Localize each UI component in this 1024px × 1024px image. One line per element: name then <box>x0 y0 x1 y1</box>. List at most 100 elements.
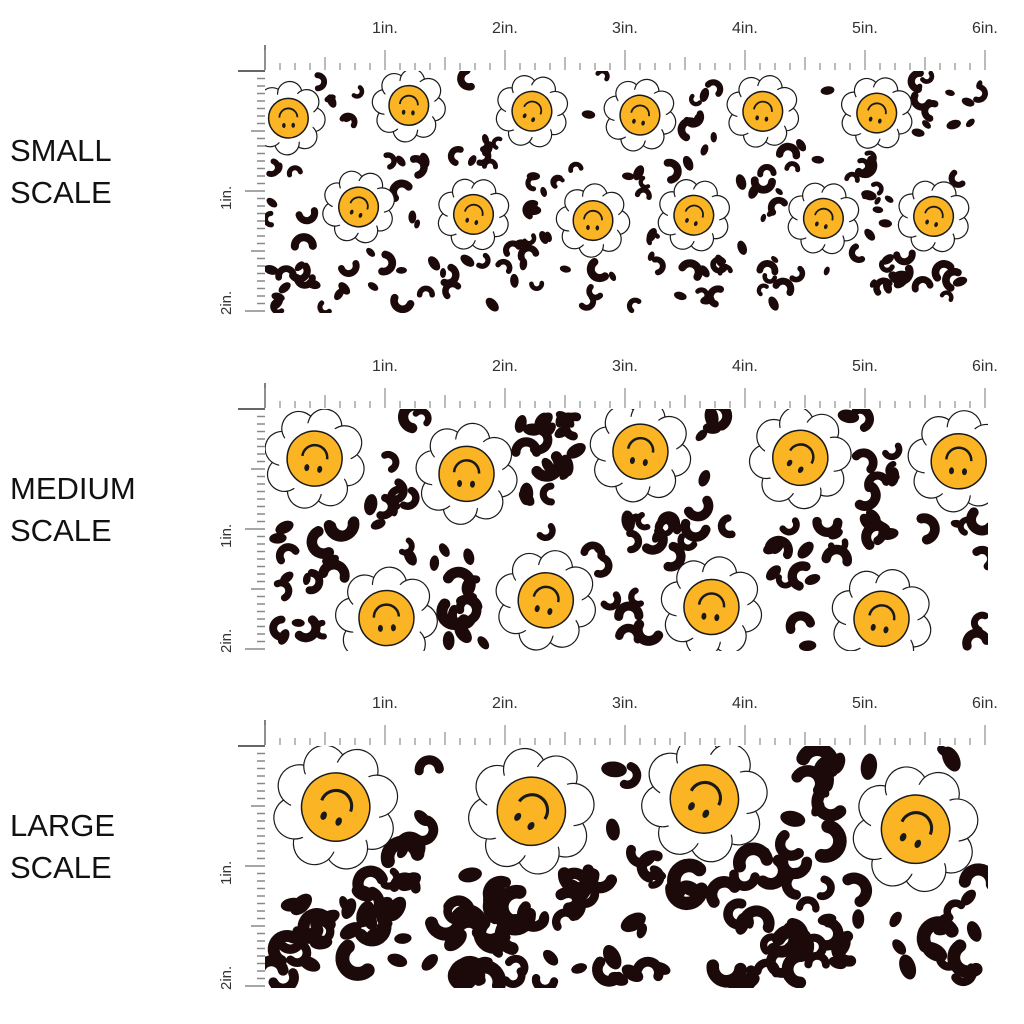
leopard-spot <box>945 89 955 96</box>
leopard-spot <box>592 956 624 987</box>
leopard-spot <box>698 469 711 487</box>
leopard-spot <box>812 516 843 537</box>
leopard-spot <box>270 297 283 310</box>
leopard-spot <box>552 176 565 189</box>
smiley-flower <box>907 410 988 513</box>
leopard-spot <box>633 165 645 181</box>
leopard-spot <box>559 454 574 477</box>
leopard-spot <box>774 829 804 861</box>
leopard-spot <box>306 526 335 559</box>
leopard-spot <box>797 541 814 559</box>
ruler <box>238 45 986 312</box>
smiley-flower <box>273 746 399 870</box>
leopard-spot <box>536 522 556 542</box>
leopard-spot <box>416 285 435 298</box>
leopard-spot <box>960 889 976 906</box>
smiley-flower <box>495 75 569 148</box>
leopard-spot <box>376 493 396 520</box>
smiley-face-icon <box>452 193 495 235</box>
leopard-spot <box>771 256 779 263</box>
panel-small: SMALL SCALE 1in. 2in. 3in. 4in. 5in. 6in. 1in. 2i… <box>0 0 1024 320</box>
leopard-spot <box>657 511 680 529</box>
leopard-spot <box>881 254 895 265</box>
leopard-spot <box>280 571 294 584</box>
ruler-label: 3in. <box>612 695 638 712</box>
leopard-spot <box>531 973 559 988</box>
leopard-spot <box>763 541 781 555</box>
leopard-spot <box>678 259 703 281</box>
leopard-spot <box>942 267 962 292</box>
smiley-face-icon <box>496 776 567 847</box>
leopard-spot <box>965 118 975 128</box>
leopard-spot <box>628 587 644 608</box>
ruler <box>238 720 986 987</box>
leopard-spot <box>504 954 529 977</box>
leopard-spot <box>673 291 687 301</box>
leopard-spot <box>689 93 702 107</box>
leopard-spot <box>787 561 811 591</box>
leopard-spot <box>269 532 287 544</box>
scale-label-text: SCALE <box>10 175 112 210</box>
ruler-label: 2in. <box>218 628 235 653</box>
smiley-flower <box>897 180 970 253</box>
scale-label-text: SCALE <box>10 513 112 548</box>
leopard-spot <box>273 579 293 602</box>
leopard-spot <box>414 755 444 776</box>
leopard-spot <box>869 279 877 288</box>
leopard-spot <box>970 611 988 634</box>
leopard-spot <box>456 631 468 640</box>
leopard-spot <box>438 543 450 557</box>
leopard-spot <box>638 175 651 190</box>
leopard-spot <box>310 918 335 942</box>
leopard-spot <box>922 120 931 129</box>
leopard-spot <box>462 959 507 988</box>
leopard-spot <box>931 260 955 282</box>
smiley-face-icon <box>880 794 951 865</box>
leopard-spot <box>408 210 417 224</box>
leopard-spot <box>455 594 482 624</box>
leopard-spot <box>302 572 311 586</box>
leopard-spot <box>771 923 815 961</box>
ruler-label: 1in. <box>372 358 398 375</box>
leopard-spot <box>729 869 760 891</box>
ruler <box>238 383 986 650</box>
leopard-spot <box>952 276 968 287</box>
smiley-face-icon <box>388 84 430 126</box>
leopard-spot <box>766 208 776 217</box>
ruler-label: 1in. <box>372 20 398 37</box>
leopard-spot <box>943 899 966 922</box>
ruler-label: 5in. <box>852 695 878 712</box>
leopard-spot <box>744 914 754 929</box>
leopard-spot <box>421 953 438 971</box>
leopard-spot <box>412 815 439 846</box>
leopard-spot <box>831 930 857 967</box>
leopard-spot <box>851 409 874 432</box>
leopard-spot <box>593 554 613 578</box>
smiley-face-icon <box>772 429 829 487</box>
ruler-label: 4in. <box>732 20 758 37</box>
leopard-spot <box>383 152 397 170</box>
leopard-spot <box>705 876 741 908</box>
leopard-spot <box>278 926 306 954</box>
leopard-spot <box>531 451 565 482</box>
smiley-flower <box>840 77 913 149</box>
leopard-spot <box>695 429 708 442</box>
leopard-spot <box>772 277 795 296</box>
leopard-spot <box>626 529 643 554</box>
smiley-face-icon <box>286 430 343 487</box>
leopard-spot <box>816 875 835 901</box>
leopard-spot <box>651 256 666 276</box>
leopard-spot <box>355 912 392 947</box>
leopard-spot <box>677 533 698 551</box>
leopard-spot <box>291 618 305 627</box>
leopard-spot <box>621 510 635 533</box>
leopard-spot <box>600 591 622 611</box>
leopard-spot <box>874 196 881 205</box>
ruler-label: 3in. <box>612 358 638 375</box>
leopard-spot <box>495 258 513 274</box>
leopard-spot <box>564 415 575 428</box>
leopard-spot <box>962 628 988 651</box>
leopard-spot <box>785 611 815 634</box>
leopard-spot <box>503 240 522 257</box>
smiley-flower <box>660 556 763 651</box>
